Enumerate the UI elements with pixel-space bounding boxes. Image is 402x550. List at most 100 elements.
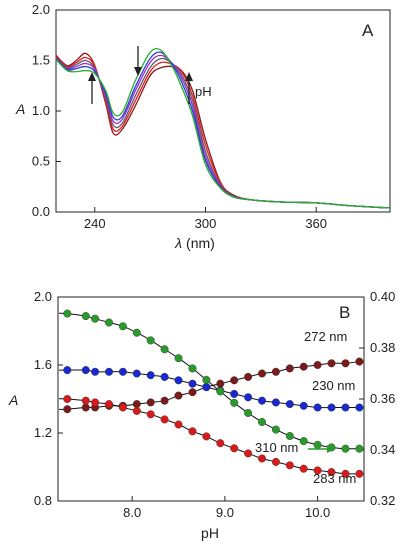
- panel-a: 240 300 360 0.0 0.5 1.0 1.5 2.0 A pH A λ (nm): [15, 2, 391, 251]
- b-point-283nm: [188, 427, 197, 436]
- b-y-right-tick-label: 0.40: [370, 289, 395, 304]
- b-point-230nm: [146, 371, 155, 380]
- b-point-272nm: [230, 376, 239, 385]
- b-point-272nm: [63, 405, 72, 414]
- b-point-310nm: [216, 387, 225, 396]
- b-point-272nm: [299, 362, 308, 371]
- b-point-230nm: [313, 403, 322, 412]
- b-point-283nm: [160, 415, 169, 424]
- b-point-272nm: [146, 398, 155, 407]
- panel-a-ylabel: A: [15, 101, 25, 117]
- b-point-283nm: [174, 420, 183, 429]
- b-point-283nm: [258, 454, 267, 463]
- b-point-230nm: [299, 401, 308, 410]
- b-point-310nm: [271, 425, 280, 434]
- b-point-283nm: [285, 461, 294, 470]
- b-x-tick-label: 9.0: [216, 505, 234, 520]
- a-y-tick-label: 2.0: [32, 2, 50, 17]
- b-point-283nm: [313, 466, 322, 475]
- b-y-tick-label: 1.2: [34, 425, 52, 440]
- b-point-272nm: [313, 361, 322, 370]
- b-point-283nm: [355, 469, 364, 478]
- b-point-283nm: [341, 469, 350, 478]
- b-point-272nm: [355, 357, 364, 366]
- b-point-230nm: [341, 403, 350, 412]
- b-point-283nm: [327, 468, 336, 477]
- b-point-310nm: [313, 440, 322, 449]
- b-point-310nm: [174, 354, 183, 363]
- b-point-272nm: [216, 379, 225, 388]
- b-point-272nm: [188, 388, 197, 397]
- b-point-283nm: [230, 444, 239, 453]
- a-spectrum-line-5: [55, 51, 391, 209]
- b-point-310nm: [341, 444, 350, 453]
- b-point-230nm: [160, 372, 169, 381]
- b-point-272nm: [81, 403, 90, 412]
- panel-a-frame: [55, 9, 391, 213]
- b-point-283nm: [244, 449, 253, 458]
- b-point-230nm: [230, 389, 239, 398]
- a-y-tick-label: 1.0: [32, 103, 50, 118]
- a-x-tick-label: 240: [84, 216, 106, 231]
- label-230nm: 230 nm: [312, 378, 355, 393]
- b-point-310nm: [132, 328, 141, 337]
- b-point-310nm: [81, 312, 90, 321]
- b-point-310nm: [299, 437, 308, 446]
- b-point-230nm: [63, 366, 72, 375]
- green-arrow-head: [327, 445, 335, 453]
- a-spectrum-line-6: [55, 47, 391, 209]
- label-310nm: 310 nm: [255, 440, 298, 455]
- a-y-tick-label: 1.5: [32, 53, 50, 68]
- b-point-283nm: [132, 406, 141, 415]
- panel-a-xlabel: λ (nm): [174, 235, 215, 251]
- label-272nm: 272 nm: [304, 329, 347, 344]
- b-point-230nm: [244, 393, 253, 402]
- b-point-230nm: [91, 367, 100, 376]
- b-y-tick-label: 1.6: [34, 357, 52, 372]
- b-point-230nm: [285, 400, 294, 409]
- b-point-283nm: [146, 410, 155, 419]
- b-point-283nm: [118, 403, 127, 412]
- b-point-283nm: [63, 395, 72, 404]
- b-point-230nm: [174, 376, 183, 385]
- b-point-310nm: [355, 444, 364, 453]
- down-arrow-head: [134, 67, 142, 76]
- b-point-272nm: [244, 372, 253, 381]
- b-y-right-tick-label: 0.38: [370, 340, 395, 355]
- panel-b: 8.0 9.0 10.0 0.8 1.2 1.6 2.0 0.32 0.34 0.36 0.38 0.…: [8, 289, 395, 541]
- b-point-310nm: [91, 314, 100, 323]
- b-point-272nm: [341, 359, 350, 368]
- up-arrow-right-head: [185, 72, 193, 81]
- b-point-310nm: [258, 418, 267, 427]
- b-point-230nm: [81, 366, 90, 375]
- a-spectrum-line-1: [55, 52, 391, 209]
- b-point-230nm: [327, 403, 336, 412]
- panel-b-ylabel: A: [8, 392, 18, 408]
- b-point-283nm: [104, 400, 113, 409]
- a-y-tick-label: 0.0: [32, 204, 50, 219]
- b-point-230nm: [202, 383, 211, 392]
- b-point-230nm: [104, 367, 113, 376]
- b-point-310nm: [146, 336, 155, 345]
- panel-a-letter: A: [362, 21, 374, 40]
- b-point-310nm: [104, 318, 113, 327]
- b-point-310nm: [230, 398, 239, 407]
- b-point-272nm: [160, 396, 169, 405]
- b-point-272nm: [258, 369, 267, 378]
- b-point-283nm: [81, 396, 90, 405]
- b-x-tick-label: 10.0: [305, 505, 330, 520]
- b-point-310nm: [202, 375, 211, 384]
- b-y-right-tick-label: 0.34: [370, 442, 395, 457]
- b-point-283nm: [202, 432, 211, 441]
- panel-b-letter: B: [339, 303, 350, 322]
- b-point-310nm: [285, 432, 294, 441]
- a-x-tick-label: 360: [305, 216, 327, 231]
- b-point-310nm: [118, 322, 127, 331]
- b-point-230nm: [132, 369, 141, 378]
- b-point-230nm: [271, 398, 280, 407]
- b-point-272nm: [271, 367, 280, 376]
- b-point-230nm: [258, 396, 267, 405]
- b-y-right-tick-label: 0.32: [370, 493, 395, 508]
- a-spectrum-line-2: [55, 56, 391, 209]
